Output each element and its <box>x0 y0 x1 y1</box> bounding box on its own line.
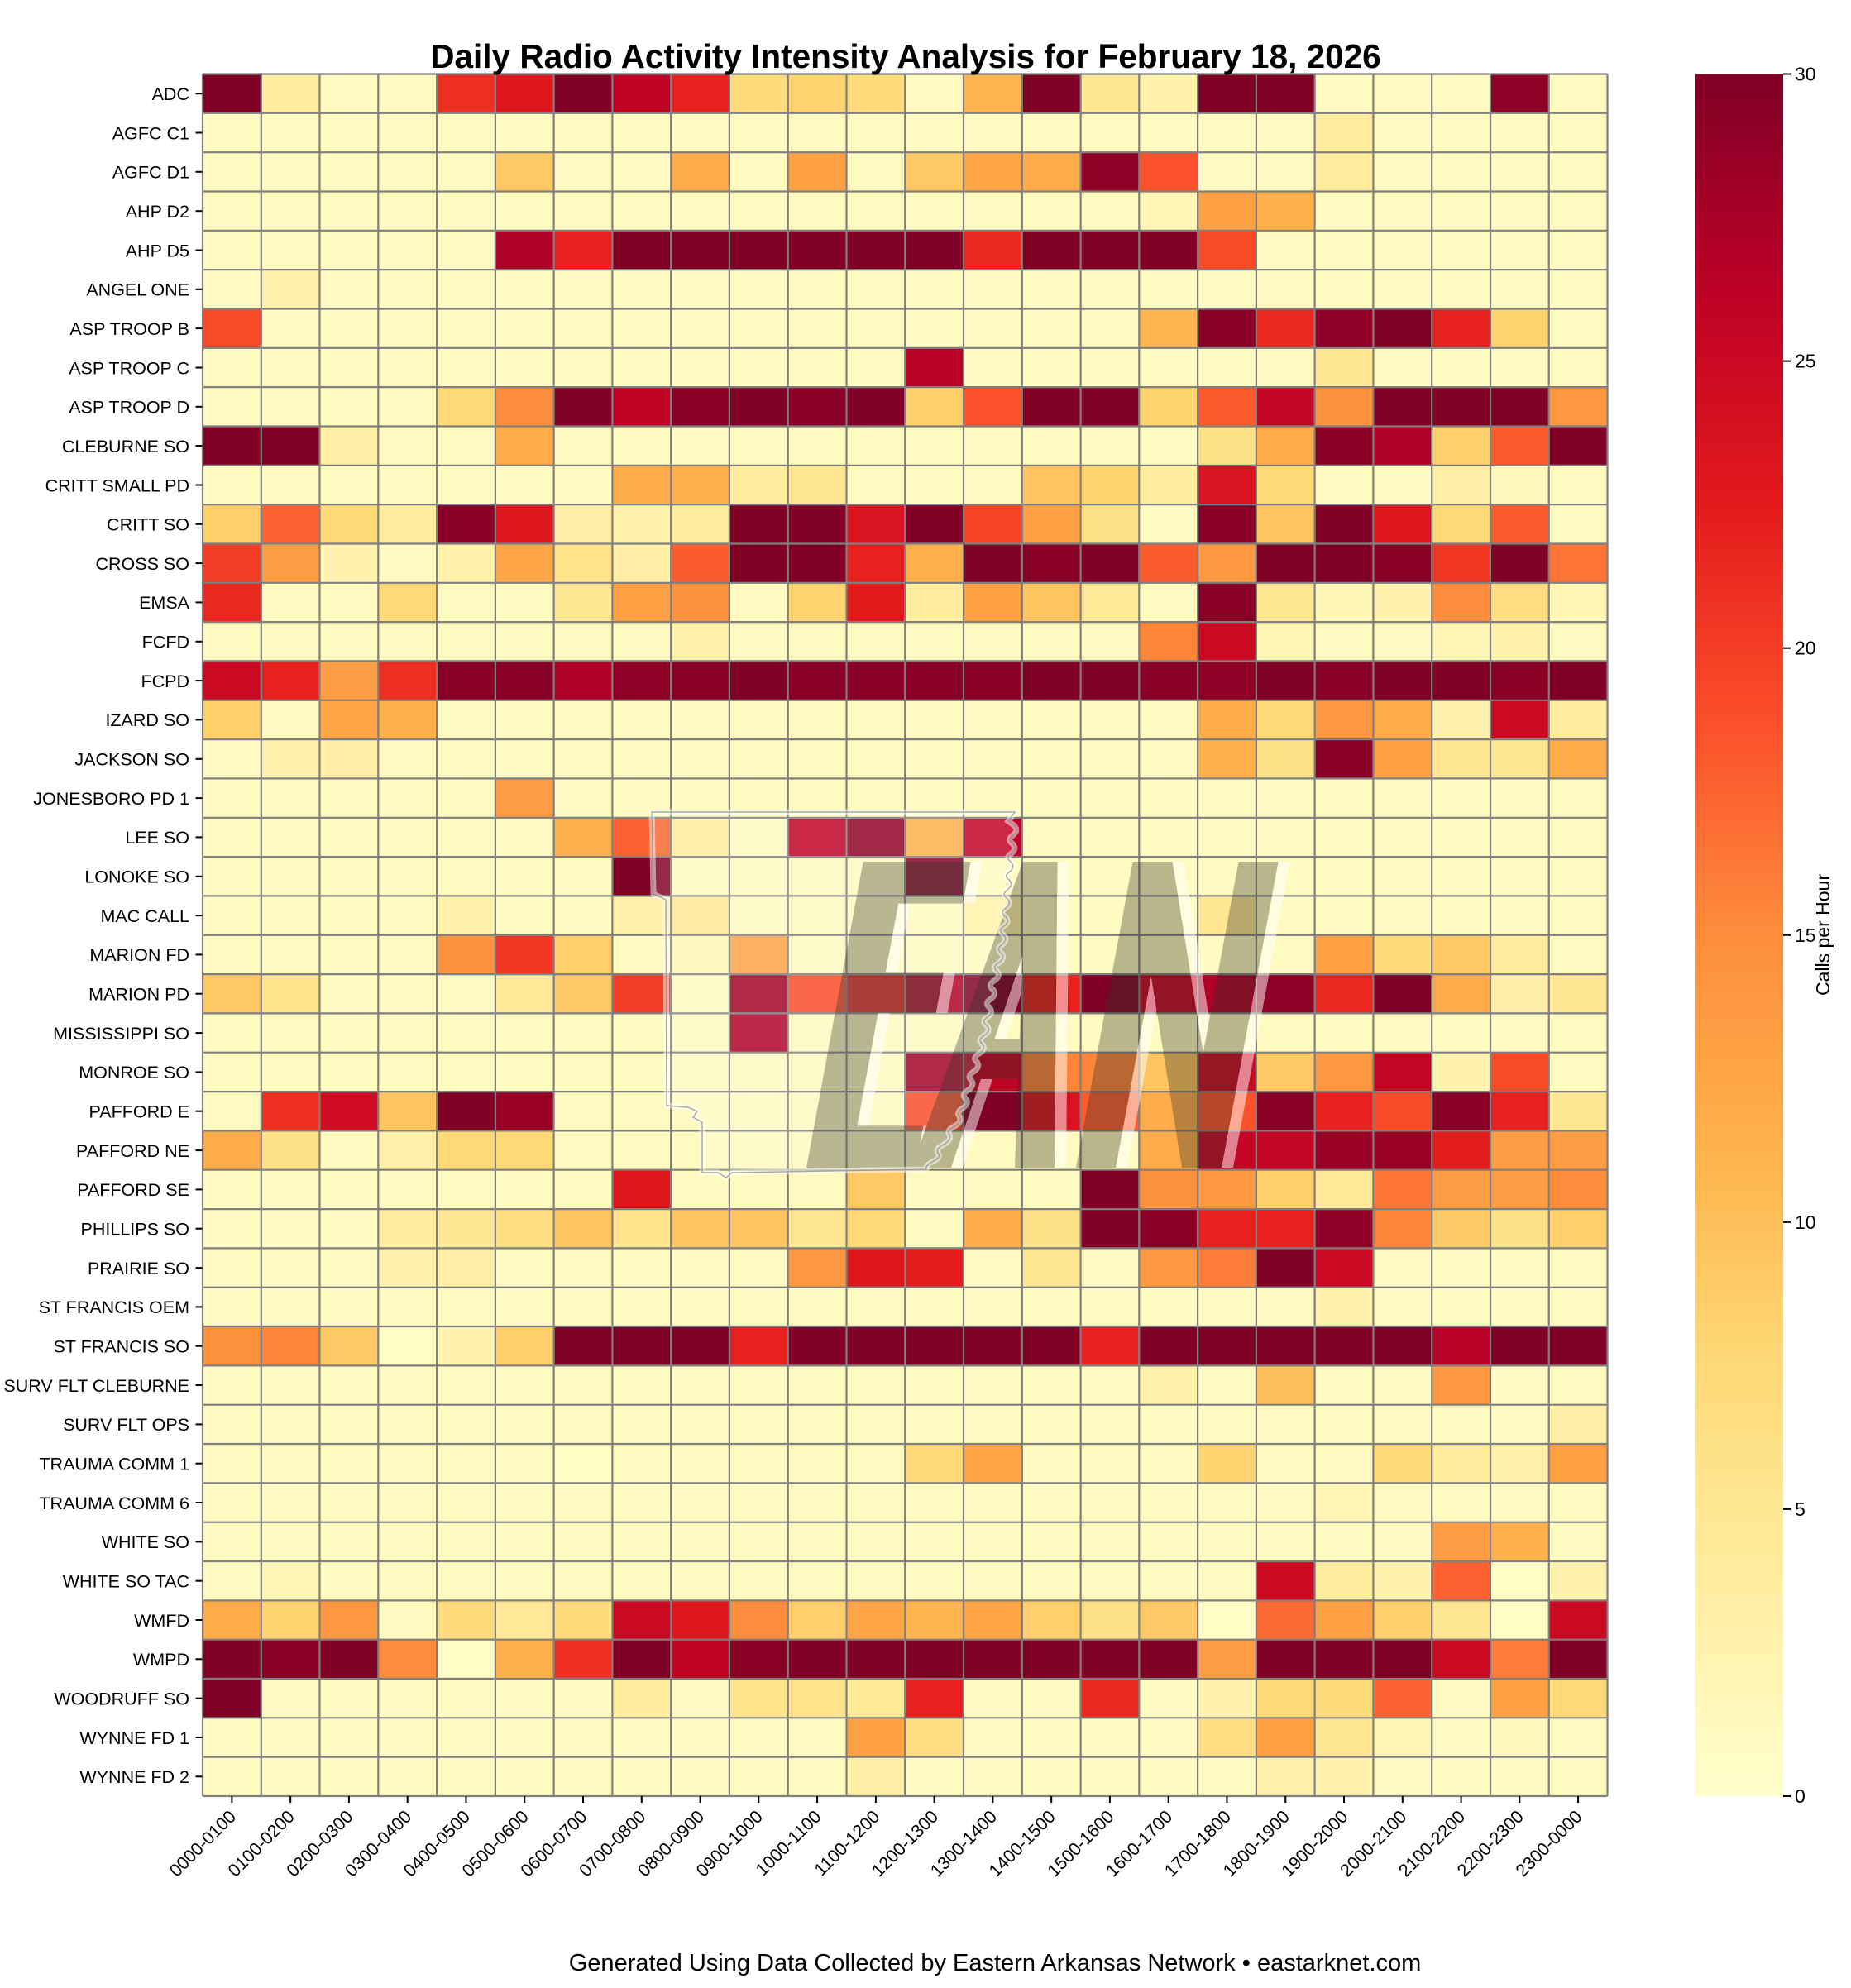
svg-text:MARION PD: MARION PD <box>88 985 189 1005</box>
svg-text:WHITE SO: WHITE SO <box>102 1532 189 1552</box>
svg-text:TRAUMA COMM 6: TRAUMA COMM 6 <box>39 1493 189 1513</box>
svg-text:AHP D2: AHP D2 <box>126 202 189 222</box>
svg-text:WMFD: WMFD <box>134 1611 189 1631</box>
svg-text:AHP D5: AHP D5 <box>126 241 189 260</box>
svg-text:ST FRANCIS OEM: ST FRANCIS OEM <box>39 1297 189 1317</box>
svg-text:Calls per Hour: Calls per Hour <box>1812 874 1834 996</box>
svg-text:ASP TROOP D: ASP TROOP D <box>69 398 189 418</box>
svg-text:30: 30 <box>1795 64 1816 85</box>
svg-text:WHITE SO TAC: WHITE SO TAC <box>63 1572 189 1592</box>
svg-text:Generated Using Data Collected: Generated Using Data Collected by Easter… <box>569 1950 1421 1976</box>
svg-text:Daily Radio Activity Intensity: Daily Radio Activity Intensity Analysis … <box>430 37 1380 75</box>
svg-text:10: 10 <box>1795 1211 1816 1233</box>
svg-text:ASP TROOP B: ASP TROOP B <box>69 319 189 339</box>
svg-text:MONROE SO: MONROE SO <box>79 1063 189 1082</box>
svg-text:PAFFORD E: PAFFORD E <box>89 1102 189 1122</box>
svg-text:IZARD SO: IZARD SO <box>105 710 189 730</box>
svg-text:FCPD: FCPD <box>141 671 189 691</box>
svg-text:PAFFORD NE: PAFFORD NE <box>76 1141 189 1161</box>
svg-text:ASP TROOP C: ASP TROOP C <box>69 358 189 378</box>
svg-text:CRITT SMALL PD: CRITT SMALL PD <box>45 475 189 495</box>
svg-text:CLEBURNE SO: CLEBURNE SO <box>62 437 189 456</box>
svg-text:WYNNE FD 1: WYNNE FD 1 <box>79 1728 189 1748</box>
svg-text:25: 25 <box>1795 351 1816 372</box>
svg-text:0: 0 <box>1795 1785 1806 1807</box>
svg-text:JONESBORO PD 1: JONESBORO PD 1 <box>33 789 189 809</box>
svg-text:WMPD: WMPD <box>133 1650 189 1670</box>
svg-text:PAFFORD SE: PAFFORD SE <box>77 1180 189 1200</box>
svg-text:AGFC D1: AGFC D1 <box>112 163 189 183</box>
svg-text:ST FRANCIS SO: ST FRANCIS SO <box>54 1337 189 1357</box>
svg-text:ADC: ADC <box>152 84 189 104</box>
svg-text:PHILLIPS SO: PHILLIPS SO <box>81 1220 189 1240</box>
svg-text:SURV FLT CLEBURNE: SURV FLT CLEBURNE <box>3 1376 189 1396</box>
svg-text:LEE SO: LEE SO <box>125 828 189 848</box>
svg-text:15: 15 <box>1795 925 1816 946</box>
svg-text:5: 5 <box>1795 1498 1806 1520</box>
svg-text:TRAUMA COMM 1: TRAUMA COMM 1 <box>39 1455 189 1474</box>
svg-text:CRITT SO: CRITT SO <box>107 515 189 535</box>
svg-text:MISSISSIPPI SO: MISSISSIPPI SO <box>53 1024 189 1044</box>
svg-text:FCFD: FCFD <box>142 633 189 652</box>
svg-text:SURV FLT OPS: SURV FLT OPS <box>63 1415 189 1435</box>
svg-text:CROSS SO: CROSS SO <box>96 554 190 574</box>
svg-text:PRAIRIE SO: PRAIRIE SO <box>88 1259 189 1278</box>
svg-text:WOODRUFF SO: WOODRUFF SO <box>54 1689 189 1709</box>
svg-text:LONOKE SO: LONOKE SO <box>84 867 189 887</box>
svg-text:MAC CALL: MAC CALL <box>100 906 189 926</box>
svg-text:ANGEL ONE: ANGEL ONE <box>86 280 189 300</box>
svg-text:20: 20 <box>1795 638 1816 659</box>
svg-text:MARION FD: MARION FD <box>89 945 189 965</box>
svg-text:EMSA: EMSA <box>139 593 190 613</box>
svg-text:JACKSON SO: JACKSON SO <box>74 750 189 770</box>
svg-text:AGFC C1: AGFC C1 <box>112 123 189 143</box>
svg-text:WYNNE FD 2: WYNNE FD 2 <box>79 1767 189 1787</box>
